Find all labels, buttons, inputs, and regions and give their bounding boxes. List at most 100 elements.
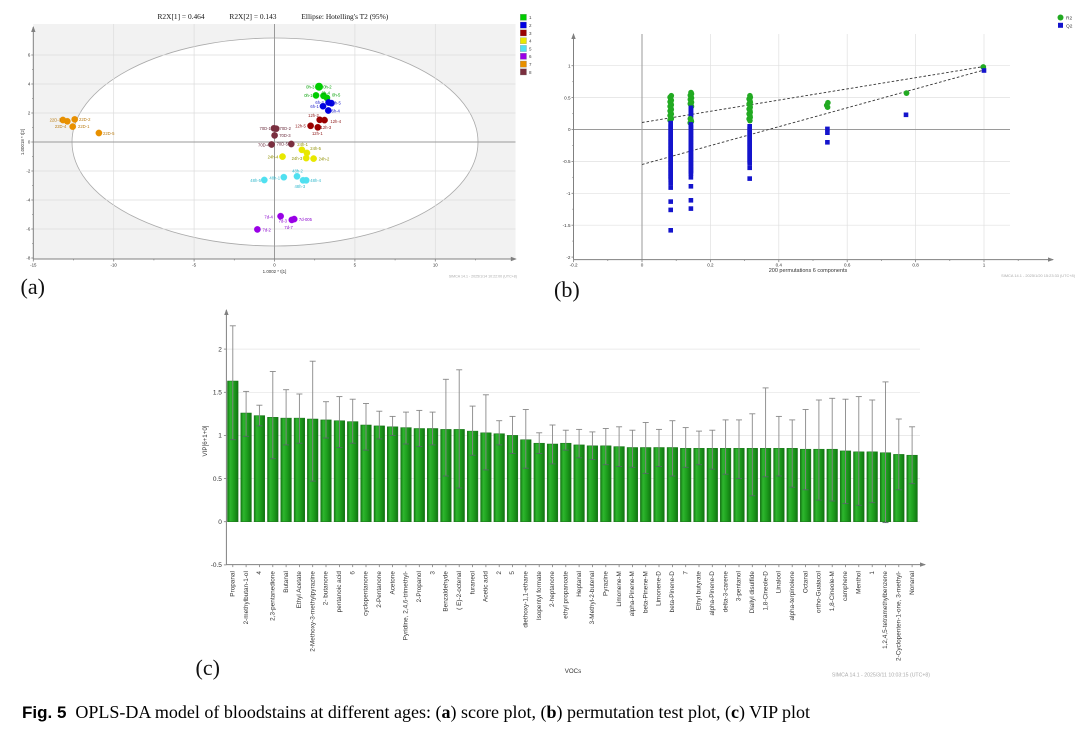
svg-text:7d-005: 7d-005	[299, 217, 313, 222]
svg-text:10: 10	[433, 263, 438, 268]
svg-text:diethoxy-1,1-ethane: diethoxy-1,1-ethane	[522, 571, 529, 628]
svg-text:SIMCA 14.1 - 2025/1/20 15:23:3: SIMCA 14.1 - 2025/1/20 15:23:33 (UTC+8)	[1001, 273, 1076, 278]
svg-text:0: 0	[28, 140, 31, 145]
svg-text:-0.5: -0.5	[211, 562, 223, 569]
svg-text:Propanal: Propanal	[229, 571, 236, 597]
svg-text:Butanal: Butanal	[283, 571, 290, 593]
svg-text:7d-4: 7d-4	[264, 214, 273, 219]
svg-text:0: 0	[273, 263, 276, 268]
svg-text:0.5: 0.5	[213, 476, 222, 483]
svg-text:Acetone: Acetone	[389, 571, 396, 595]
svg-text:alpha-terpinolene: alpha-terpinolene	[789, 571, 796, 621]
svg-text:48h-3: 48h-3	[294, 184, 305, 189]
svg-text:4: 4	[256, 571, 263, 575]
svg-text:camphene: camphene	[842, 571, 849, 601]
svg-text:Limonene-D: Limonene-D	[656, 571, 663, 606]
svg-text:2-methylbutan-1-ol: 2-methylbutan-1-ol	[243, 571, 250, 624]
svg-text:Ethyl Acetate: Ethyl Acetate	[296, 571, 303, 609]
svg-text:1,8-Cineole-D: 1,8-Cineole-D	[762, 571, 769, 611]
svg-text:ortho-Guaiacol: ortho-Guaiacol	[816, 571, 823, 613]
svg-text:-15: -15	[30, 263, 37, 268]
svg-text:5: 5	[529, 46, 532, 51]
svg-text:2,3-pentanedione: 2,3-pentanedione	[269, 571, 276, 621]
svg-text:Isopentyl formate: Isopentyl formate	[536, 571, 543, 620]
svg-text:3: 3	[529, 31, 532, 36]
svg-text:22D-4: 22D-4	[55, 124, 67, 129]
svg-text:( E)-2-octenal: ( E)-2-octenal	[456, 571, 463, 610]
svg-text:6h-1: 6h-1	[310, 104, 319, 109]
svg-text:-5: -5	[192, 263, 196, 268]
svg-text:6h-5: 6h-5	[332, 100, 341, 105]
svg-text:70D-5: 70D-5	[277, 141, 289, 146]
svg-text:Diallyl disulfide: Diallyl disulfide	[749, 571, 756, 614]
svg-text:3: 3	[429, 571, 436, 575]
svg-text:2: 2	[529, 23, 532, 28]
svg-text:0h-2: 0h-2	[323, 85, 332, 90]
svg-text:Pyrazine: Pyrazine	[602, 571, 609, 596]
svg-text:6: 6	[529, 54, 532, 59]
svg-text:0h-4: 0h-4	[322, 90, 331, 95]
svg-text:6: 6	[349, 571, 356, 575]
svg-text:2: 2	[218, 346, 222, 353]
svg-text:48h-5: 48h-5	[250, 178, 261, 183]
svg-text:22D-3: 22D-3	[50, 118, 62, 123]
svg-text:24h-3: 24h-3	[292, 156, 303, 161]
svg-text:2-Pentanone: 2-Pentanone	[376, 571, 383, 608]
svg-text:5: 5	[354, 263, 357, 268]
svg-text:0.5: 0.5	[564, 95, 571, 100]
svg-text:R2X[2] = 0.143: R2X[2] = 0.143	[229, 12, 276, 21]
svg-text:-6: -6	[26, 227, 30, 232]
svg-text:Pyridine, 2,4,6-trimethyl-: Pyridine, 2,4,6-trimethyl-	[403, 571, 410, 640]
svg-text:70D-1: 70D-1	[259, 126, 271, 131]
svg-text:3-Methyl-2-butenal: 3-Methyl-2-butenal	[589, 571, 596, 624]
svg-text:Menthol: Menthol	[855, 571, 862, 594]
svg-text:0: 0	[568, 127, 571, 132]
svg-text:VIP[6+1+0]: VIP[6+1+0]	[202, 425, 209, 456]
svg-text:(c): (c)	[196, 655, 220, 680]
svg-text:2: 2	[28, 111, 31, 116]
svg-text:Octanal: Octanal	[802, 571, 809, 593]
svg-text:Ethyl butyrate: Ethyl butyrate	[696, 571, 703, 611]
svg-text:Ellipse: Hotelling's T2 (95%): Ellipse: Hotelling's T2 (95%)	[301, 12, 388, 21]
svg-text:0: 0	[641, 263, 644, 268]
svg-text:-0.5: -0.5	[563, 159, 571, 164]
svg-text:-0.2: -0.2	[570, 263, 578, 268]
svg-text:-1: -1	[566, 191, 571, 196]
svg-text:1.00018 * t[2]: 1.00018 * t[2]	[20, 129, 25, 155]
svg-text:SIMCA 14.1 - 2025/1/14 10:22:0: SIMCA 14.1 - 2025/1/14 10:22:00 (UTC+8)	[449, 275, 517, 279]
svg-text:3-pentanol: 3-pentanol	[736, 571, 743, 601]
svg-text:22D-2: 22D-2	[79, 117, 91, 122]
svg-text:0h-5: 0h-5	[332, 93, 341, 98]
svg-text:beta-Pinene-D: beta-Pinene-D	[669, 571, 676, 613]
svg-text:0.6: 0.6	[844, 263, 851, 268]
svg-text:-1.5: -1.5	[563, 223, 571, 228]
svg-text:-4: -4	[26, 198, 30, 203]
svg-text:12h-1: 12h-1	[312, 131, 323, 136]
svg-text:12h-4: 12h-4	[330, 119, 341, 124]
svg-text:R2X[1] = 0.464: R2X[1] = 0.464	[158, 12, 205, 21]
svg-text:alpha-Pinene-D: alpha-Pinene-D	[709, 571, 716, 616]
svg-text:24h-2: 24h-2	[319, 156, 330, 161]
svg-text:alpha-Pinene-M: alpha-Pinene-M	[629, 571, 636, 616]
svg-text:7d-3: 7d-3	[279, 219, 288, 224]
svg-text:7d-7: 7d-7	[284, 225, 293, 230]
svg-text:6: 6	[28, 53, 31, 58]
svg-text:1: 1	[529, 15, 532, 20]
svg-text:5: 5	[509, 571, 516, 575]
svg-text:0: 0	[218, 519, 222, 526]
svg-text:22D-5: 22D-5	[103, 131, 115, 136]
svg-text:beta-Pinene-M: beta-Pinene-M	[642, 571, 649, 613]
svg-text:48h-4: 48h-4	[310, 178, 321, 183]
svg-text:0.8: 0.8	[912, 263, 919, 268]
svg-text:-2: -2	[566, 255, 571, 260]
svg-text:2-Methoxy-3-methylpyrazine: 2-Methoxy-3-methylpyrazine	[309, 571, 316, 652]
svg-text:0h-1: 0h-1	[304, 93, 313, 98]
svg-text:(b): (b)	[554, 277, 580, 302]
svg-text:R2: R2	[1066, 16, 1072, 22]
svg-text:VOCs: VOCs	[565, 668, 582, 675]
svg-text:Acetic acid: Acetic acid	[483, 571, 490, 602]
svg-text:SIMCA 14.1 - 2025/3/11 10:03:1: SIMCA 14.1 - 2025/3/11 10:03:15 (UTC+8)	[832, 672, 930, 678]
svg-text:furaneol: furaneol	[469, 571, 476, 594]
svg-text:48h-2: 48h-2	[292, 169, 303, 174]
svg-text:2-heptanone: 2-heptanone	[549, 571, 556, 607]
